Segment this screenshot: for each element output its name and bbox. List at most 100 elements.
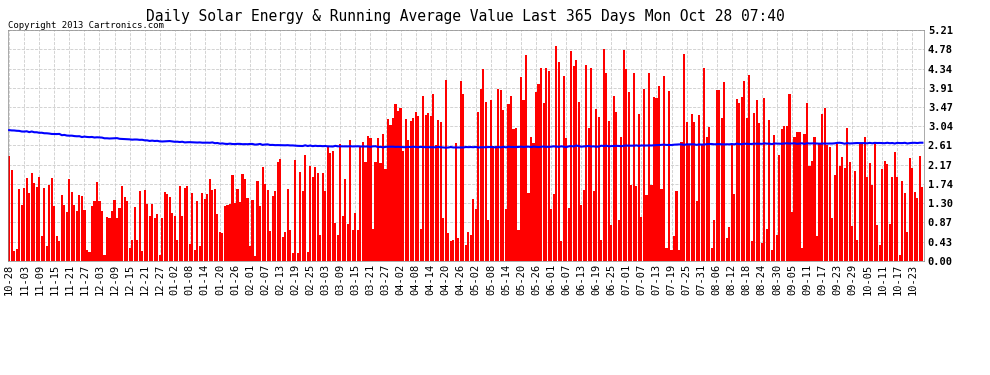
Bar bbox=[377, 138, 379, 261]
Bar bbox=[633, 73, 635, 261]
Bar bbox=[723, 82, 726, 261]
Bar bbox=[330, 153, 332, 261]
Bar bbox=[663, 76, 665, 261]
Bar bbox=[535, 92, 538, 261]
Bar bbox=[518, 230, 520, 261]
Bar bbox=[836, 144, 839, 261]
Bar bbox=[901, 181, 904, 261]
Bar bbox=[572, 66, 575, 261]
Bar bbox=[372, 229, 374, 261]
Bar bbox=[831, 217, 834, 261]
Bar bbox=[114, 200, 116, 261]
Bar bbox=[189, 244, 191, 261]
Bar bbox=[791, 212, 793, 261]
Bar bbox=[83, 210, 85, 261]
Bar bbox=[289, 231, 291, 261]
Bar bbox=[891, 177, 893, 261]
Bar bbox=[256, 181, 258, 261]
Bar bbox=[899, 255, 901, 261]
Bar bbox=[405, 118, 407, 261]
Bar bbox=[106, 217, 108, 261]
Bar bbox=[480, 89, 482, 261]
Bar bbox=[919, 156, 921, 261]
Text: Average  ($): Average ($) bbox=[800, 15, 865, 24]
Bar bbox=[716, 90, 718, 261]
Bar bbox=[829, 147, 831, 261]
Bar bbox=[111, 211, 113, 261]
Bar bbox=[23, 188, 26, 261]
Bar bbox=[638, 114, 640, 261]
Bar bbox=[351, 230, 354, 261]
Bar bbox=[286, 189, 289, 261]
Bar bbox=[894, 152, 896, 261]
Bar bbox=[631, 185, 633, 261]
Bar bbox=[562, 76, 564, 261]
Bar bbox=[153, 218, 155, 261]
Bar bbox=[538, 84, 540, 261]
Bar bbox=[652, 97, 655, 261]
Bar bbox=[71, 192, 73, 261]
Text: Copyright 2013 Cartronics.com: Copyright 2013 Cartronics.com bbox=[8, 21, 163, 30]
Bar bbox=[415, 112, 417, 261]
Bar bbox=[314, 167, 317, 261]
Bar bbox=[148, 216, 150, 261]
Bar bbox=[776, 235, 778, 261]
Bar bbox=[211, 190, 214, 261]
Bar bbox=[186, 186, 188, 261]
Bar bbox=[853, 171, 855, 261]
Bar bbox=[598, 117, 600, 261]
Bar bbox=[475, 209, 477, 261]
Bar bbox=[871, 185, 873, 261]
Bar bbox=[492, 146, 494, 261]
Bar bbox=[550, 209, 552, 261]
Bar bbox=[109, 218, 111, 261]
Bar bbox=[543, 102, 545, 261]
Bar bbox=[650, 185, 652, 261]
Bar bbox=[487, 220, 489, 261]
Bar bbox=[904, 192, 906, 261]
Bar bbox=[65, 212, 68, 261]
Bar bbox=[863, 137, 866, 261]
Bar bbox=[199, 246, 201, 261]
Bar bbox=[547, 71, 549, 261]
Bar bbox=[665, 248, 667, 261]
Bar bbox=[364, 162, 366, 261]
Bar bbox=[647, 73, 650, 261]
Bar bbox=[232, 175, 234, 261]
Bar bbox=[515, 128, 517, 261]
Bar bbox=[881, 170, 883, 261]
Bar bbox=[590, 68, 592, 261]
Bar bbox=[593, 191, 595, 261]
Bar bbox=[513, 129, 515, 261]
Bar bbox=[613, 96, 615, 261]
Bar bbox=[655, 98, 657, 261]
Bar bbox=[121, 186, 123, 261]
Bar bbox=[886, 164, 888, 261]
Bar bbox=[136, 240, 139, 261]
Bar bbox=[741, 97, 742, 261]
Bar bbox=[58, 241, 60, 261]
Bar bbox=[224, 206, 226, 261]
Bar bbox=[86, 251, 88, 261]
Bar bbox=[731, 145, 733, 261]
Bar bbox=[239, 202, 241, 261]
Bar bbox=[628, 92, 630, 261]
Bar bbox=[139, 191, 141, 261]
Bar bbox=[261, 167, 263, 261]
Bar bbox=[443, 218, 445, 261]
Bar bbox=[28, 194, 31, 261]
Bar bbox=[297, 253, 299, 261]
Bar bbox=[342, 216, 344, 261]
Bar bbox=[588, 128, 590, 261]
Bar bbox=[783, 126, 785, 261]
Bar bbox=[502, 110, 505, 261]
Bar bbox=[222, 233, 224, 261]
Bar bbox=[8, 156, 10, 261]
Bar bbox=[570, 51, 572, 261]
Bar bbox=[575, 60, 577, 261]
Bar bbox=[580, 206, 582, 261]
Bar bbox=[610, 225, 613, 261]
Bar bbox=[179, 186, 181, 261]
Bar bbox=[427, 113, 430, 261]
Bar bbox=[472, 199, 474, 261]
